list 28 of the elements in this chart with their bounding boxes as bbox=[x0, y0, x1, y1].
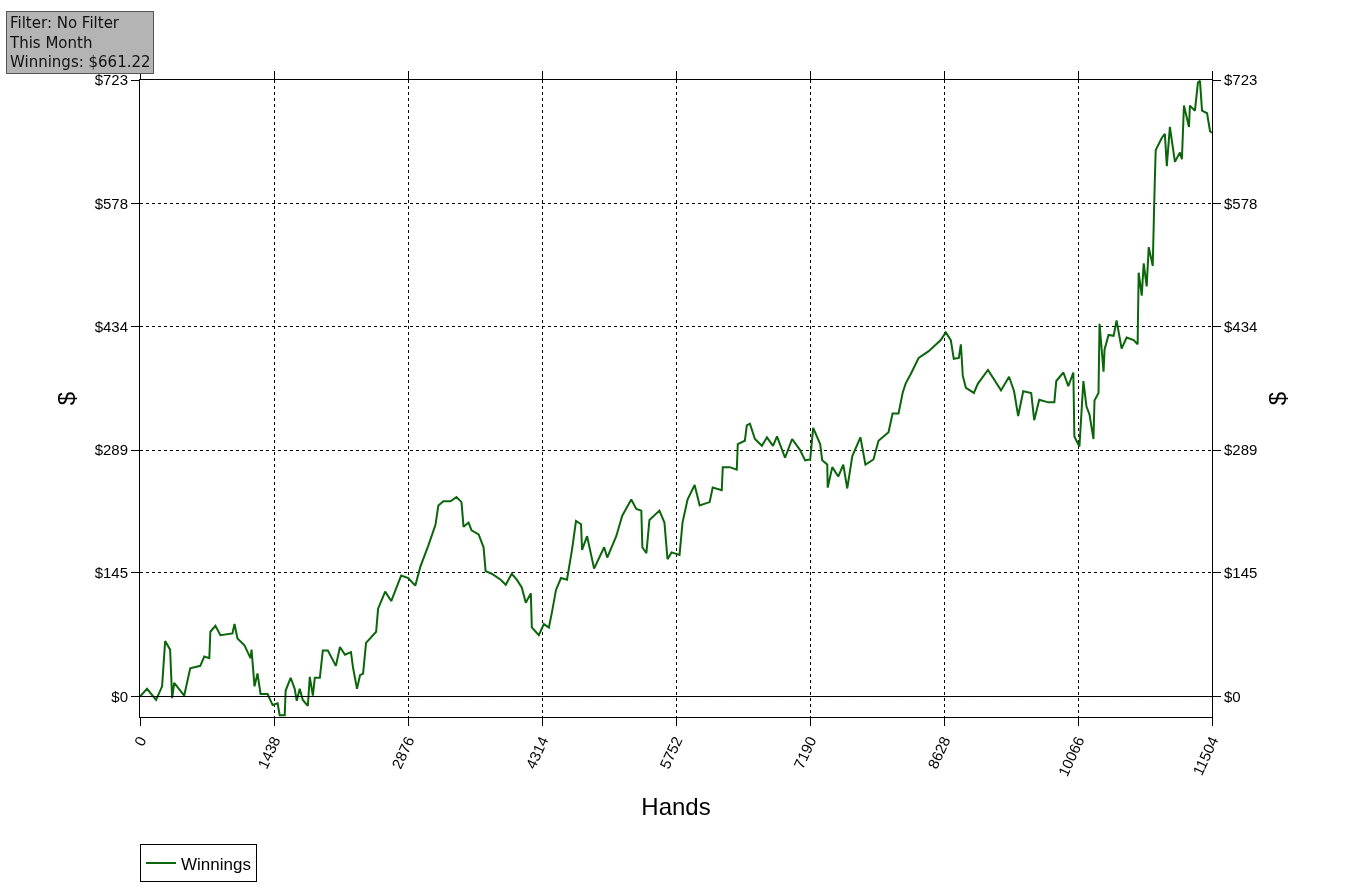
y2-tick-label: $0 bbox=[1224, 687, 1241, 705]
x-tick-label: 1438 bbox=[254, 733, 284, 772]
y-tick-label: $145 bbox=[94, 564, 128, 582]
y-tick-label: $0 bbox=[111, 687, 128, 705]
y-axis-title: $ bbox=[52, 391, 80, 406]
y2-tick-label: $723 bbox=[1224, 71, 1258, 89]
text: This Month bbox=[9, 33, 93, 52]
y-tick-label: $578 bbox=[94, 194, 128, 212]
y2-axis-title: $ bbox=[1263, 391, 1291, 406]
x-tick-label: 4314 bbox=[522, 733, 552, 772]
y2-tick-label: $289 bbox=[1224, 441, 1258, 459]
x-tick-label: 5752 bbox=[656, 733, 686, 772]
x-tick-label: 8628 bbox=[924, 733, 954, 772]
text: Filter: No Filter bbox=[10, 14, 120, 32]
y-tick-label: $723 bbox=[94, 71, 128, 89]
legend-label: Winnings bbox=[181, 854, 251, 874]
x-axis-title: Hands bbox=[641, 793, 711, 821]
text: Winnings: $661.22 bbox=[10, 53, 151, 71]
x-tick-label: 10066 bbox=[1054, 733, 1088, 779]
x-tick-label: 7190 bbox=[790, 733, 820, 772]
x-tick-label: 11504 bbox=[1188, 733, 1222, 778]
x-tick-label: 2876 bbox=[388, 733, 418, 772]
y2-tick-label: $434 bbox=[1224, 317, 1258, 335]
y2-tick-label: $145 bbox=[1224, 564, 1258, 582]
y2-tick-label: $578 bbox=[1224, 194, 1258, 212]
y-tick-label: $434 bbox=[94, 317, 128, 335]
y-tick-label: $289 bbox=[94, 441, 128, 459]
x-tick-label: 0 bbox=[130, 733, 150, 749]
